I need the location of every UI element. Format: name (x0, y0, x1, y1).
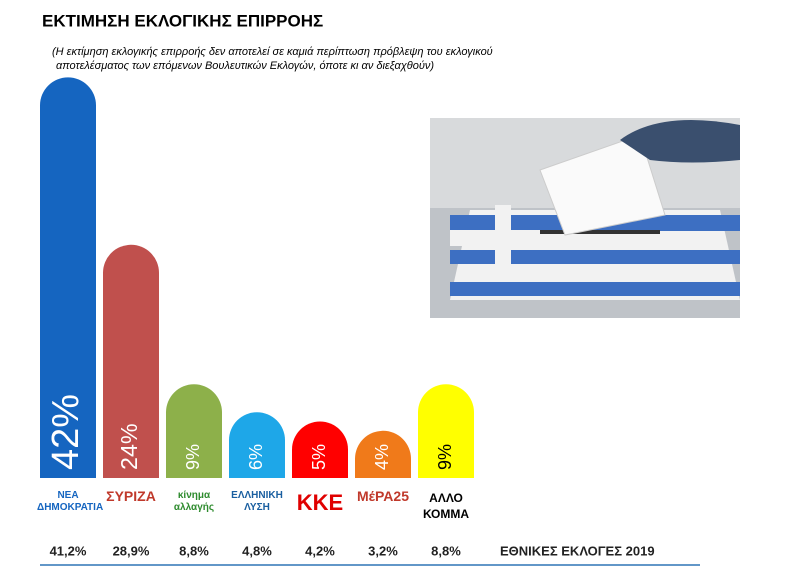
bar (292, 421, 348, 478)
party-label: ΜέΡΑ25 (357, 488, 409, 504)
previous-label: ΕΘΝΙΚΕΣ ΕΚΛΟΓΕΣ 2019 (500, 543, 655, 558)
previous-result: 28,9% (113, 543, 150, 558)
previous-result: 3,2% (368, 543, 398, 558)
previous-result: 41,2% (50, 543, 87, 558)
party-label: ΣΥΡΙΖΑ (106, 488, 156, 504)
previous-result: 8,8% (431, 543, 461, 558)
party-label: ΝΕΑ ΔΗΜΟΚΡΑΤΙΑ (37, 490, 104, 513)
chart-title: ΕΚΤΙΜΗΣΗ ΕΚΛΟΓΙΚΗΣ ΕΠΙΡΡΟΗΣ (42, 11, 323, 30)
bar (103, 244, 159, 478)
subtitle: (Η εκτίμηση εκλογικής επιρροής δεν αποτε… (52, 46, 493, 58)
bar (418, 384, 474, 478)
value-label: 5% (309, 444, 329, 470)
value-label: 24% (116, 423, 142, 470)
bar (355, 430, 411, 478)
value-label: 9% (435, 444, 455, 470)
previous-result: 4,8% (242, 543, 272, 558)
value-label: 42% (45, 394, 87, 470)
value-label: 9% (183, 444, 203, 470)
bar (166, 384, 222, 478)
value-label: 4% (372, 444, 392, 470)
bar (40, 77, 96, 478)
party-label: ΕΛΛΗΝΙΚΗ ΛΥΣΗ (231, 490, 283, 513)
party-label: κίνημα αλλαγής (173, 490, 215, 513)
previous-result: 4,2% (305, 543, 335, 558)
party-label: ΚΚΕ (296, 490, 344, 515)
value-label: 6% (246, 444, 266, 470)
subtitle: αποτελέσματος των επόμενων Βουλευτικών Ε… (56, 60, 434, 72)
previous-result: 8,8% (179, 543, 209, 558)
party-label: ΑΛΛΟ ΚΟΜΜΑ (422, 491, 470, 521)
bar (229, 412, 285, 478)
ballot-image (430, 118, 740, 318)
